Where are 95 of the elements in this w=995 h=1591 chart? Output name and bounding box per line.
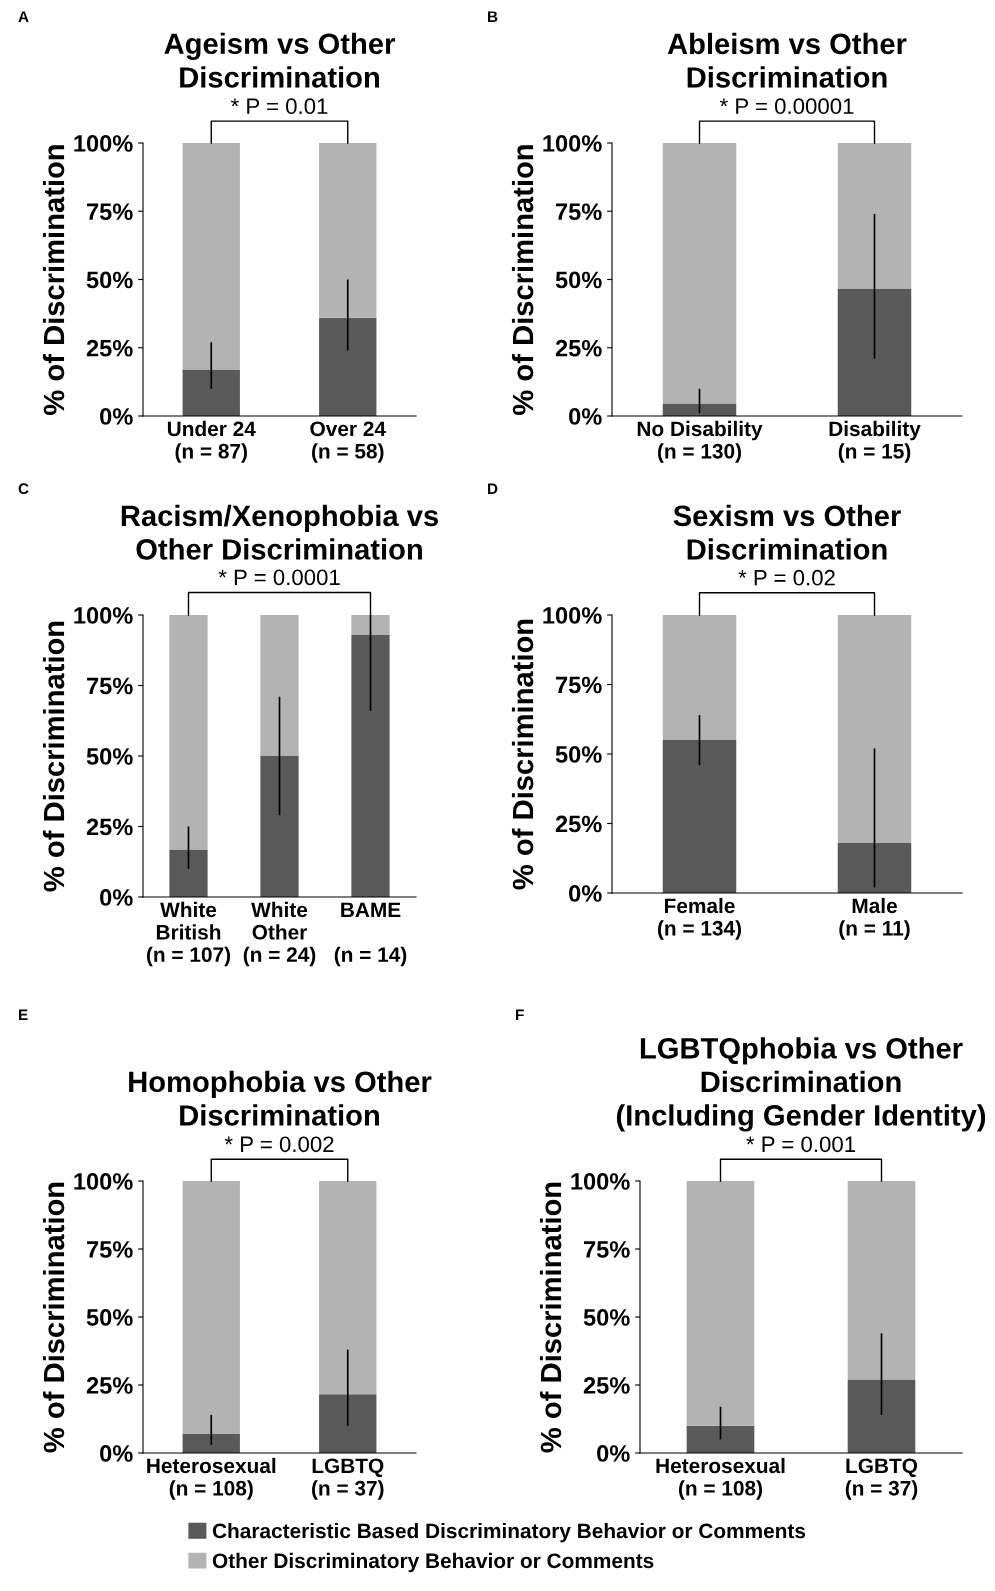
bar — [847, 1379, 916, 1453]
x-tick-label: Female (n = 134) — [657, 897, 742, 940]
category-label: BAME (n = 14) — [334, 902, 407, 967]
text: * P = 0.02 — [738, 569, 835, 586]
bar — [260, 756, 299, 897]
y-tick-label: 100% — [543, 607, 602, 624]
bar — [319, 143, 377, 318]
y-tick-label: 50% — [583, 1309, 630, 1326]
bar — [169, 615, 208, 850]
x-tick-label: Under 24 (n = 87) — [167, 420, 256, 463]
y-tick-label: 25% — [555, 815, 602, 833]
bar — [182, 1181, 240, 1434]
x-tick-label: Over 24 (n = 58) — [310, 421, 386, 463]
y-tick-label: 75% — [87, 677, 133, 695]
bar — [686, 1181, 755, 1426]
y-tick-label: 25% — [583, 1377, 630, 1394]
chart-title: Racism/Xenophobia vs Other Discrimination — [121, 504, 438, 560]
x-tick-label: Male (n = 11) — [839, 897, 910, 940]
chart-title: Ageism vs Other Discrimination — [164, 32, 395, 88]
bar — [837, 615, 912, 843]
y-tick-label: 50% — [86, 1309, 133, 1326]
text: A — [18, 11, 29, 22]
chart-title: Sexism vs Other Discrimination — [673, 504, 901, 560]
bar — [837, 143, 912, 289]
y-tick-label: 75% — [87, 203, 133, 221]
y-tick-label: 0% — [569, 408, 602, 425]
y-tick-label: 100% — [74, 607, 133, 624]
chart-title: Ableism vs Other Discrimination — [667, 32, 907, 88]
x-tick-label: LGBTQ (n = 37) — [845, 1458, 918, 1500]
y-axis-title: % of Discrimination — [511, 619, 534, 890]
y-tick-label: 100% — [74, 135, 133, 152]
bar — [319, 1181, 377, 1395]
bar — [662, 143, 737, 404]
y-tick-label: 75% — [556, 203, 602, 221]
bar — [182, 1433, 240, 1453]
bar — [662, 403, 737, 416]
y-tick-label: 50% — [86, 748, 133, 765]
y-tick-label: 100% — [74, 1173, 133, 1190]
y-tick-label: 75% — [584, 1241, 630, 1258]
y-tick-label: 100% — [543, 135, 602, 152]
y-tick-label: 0% — [100, 889, 133, 906]
bar — [662, 740, 737, 893]
y-tick-label: 0% — [100, 408, 133, 425]
legend-label: Other Discriminatory Behavior or Comments — [212, 1552, 654, 1573]
y-tick-label: 100% — [571, 1173, 630, 1190]
text: * P = 0.001 — [746, 1136, 856, 1153]
bar — [351, 615, 390, 636]
bar — [182, 143, 240, 370]
bar — [847, 1181, 916, 1380]
y-axis-title: % of Discrimination — [511, 145, 534, 415]
y-tick-label: 25% — [555, 339, 602, 357]
x-tick-label: No Disability (n = 130) — [637, 420, 763, 463]
x-tick-label: Disability (n = 15) — [829, 420, 921, 463]
bar — [686, 1425, 755, 1453]
y-tick-label: 75% — [556, 676, 602, 694]
bar — [319, 1394, 377, 1453]
legend-label: Characteristic Based Discriminatory Behavior or Comments — [212, 1522, 806, 1543]
y-axis-title: % of Discrimination — [42, 145, 65, 415]
bar — [837, 288, 912, 416]
chart-title: LGBTQphobia vs Other Discrimination (Including Gender Identity) — [616, 1037, 986, 1132]
y-tick-label: 50% — [555, 746, 602, 763]
text: E — [19, 1009, 28, 1020]
bar — [182, 369, 240, 416]
y-tick-label: 25% — [86, 1377, 133, 1394]
bar — [837, 842, 912, 893]
x-tick-label: LGBTQ (n = 37) — [312, 1458, 384, 1500]
y-tick-label: 50% — [86, 271, 133, 289]
y-axis-title: % of Discrimination — [539, 1182, 562, 1453]
bar — [351, 635, 390, 897]
y-tick-label: 25% — [86, 339, 133, 357]
text: B — [488, 11, 498, 22]
y-tick-label: 0% — [597, 1445, 630, 1462]
text: D — [488, 483, 498, 494]
text: * P = 0.0001 — [218, 569, 340, 586]
x-tick-label: Heterosexual (n = 108) — [147, 1457, 276, 1500]
x-tick-label: Heterosexual (n = 108) — [656, 1457, 785, 1500]
y-tick-label: 0% — [100, 1445, 133, 1462]
y-tick-label: 0% — [569, 885, 602, 902]
bar — [662, 615, 737, 741]
text: * P = 0.01 — [230, 98, 328, 115]
y-tick-label: 50% — [555, 271, 602, 289]
text: * P = 0.002 — [224, 1136, 334, 1153]
x-tick-label: White British (n = 107) — [146, 901, 231, 967]
x-tick-label: White Other (n = 24) — [243, 901, 316, 967]
bar — [319, 317, 377, 416]
y-axis-title: % of Discrimination — [42, 621, 65, 892]
text: C — [18, 483, 29, 495]
chart-title: Homophobia vs Other Discrimination — [129, 1070, 432, 1126]
y-axis-title: % of Discrimination — [42, 1182, 65, 1453]
y-tick-label: 25% — [86, 818, 133, 836]
bar — [260, 615, 299, 756]
text: * P = 0.00001 — [719, 98, 854, 115]
y-tick-label: 75% — [87, 1241, 133, 1258]
text: F — [516, 1009, 524, 1020]
bar — [169, 849, 208, 897]
